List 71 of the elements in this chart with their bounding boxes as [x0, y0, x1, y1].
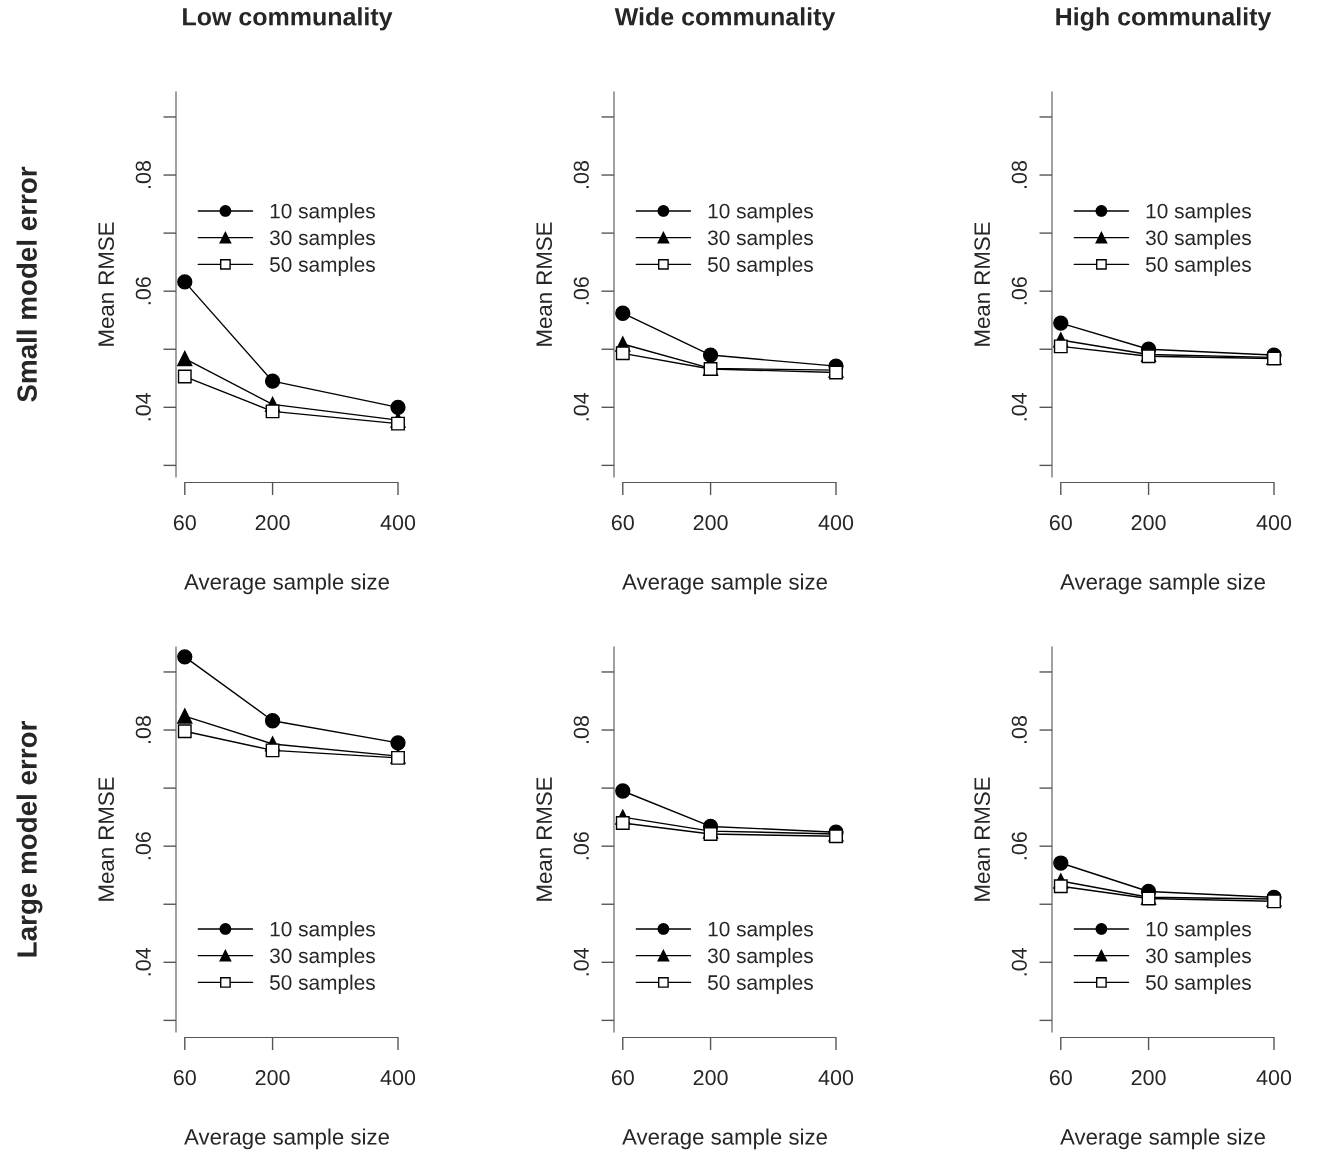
y-tick-label: .08 — [1011, 161, 1027, 189]
y-tick-label: .08 — [573, 716, 589, 744]
x-tick-label: 60 — [1049, 515, 1072, 531]
y-tick-label: .04 — [573, 947, 589, 976]
legend-label: 30 samples — [1145, 947, 1251, 968]
legend-label: 30 samples — [707, 229, 813, 250]
x-axis-title: Average sample size — [622, 1128, 827, 1150]
x-axis-title: Average sample size — [1060, 573, 1265, 595]
chart-title: High communality — [1056, 7, 1272, 31]
y-tick-label: .06 — [135, 832, 151, 860]
legend-label: 50 samples — [1145, 974, 1251, 994]
legend-label: 10 samples — [1146, 921, 1251, 941]
legend-label: 30 samples — [707, 947, 813, 968]
legend-label: 30 samples — [1145, 229, 1251, 250]
x-axis-title: Average sample size — [184, 1128, 389, 1150]
y-tick-label: .06 — [573, 277, 589, 305]
x-axis-title: Average sample size — [184, 573, 389, 595]
x-tick-label: 400 — [380, 515, 416, 531]
y-tick-label: .08 — [135, 716, 151, 744]
y-axis-title: Mean RMSE — [536, 777, 553, 901]
x-tick-label: 400 — [1256, 1070, 1292, 1086]
y-tick-label: .08 — [1011, 716, 1027, 744]
y-tick-label: .08 — [135, 161, 151, 189]
x-tick-label: 60 — [611, 515, 634, 531]
text: Small model error — [16, 166, 37, 402]
chart-title: Wide communality — [614, 7, 836, 31]
y-tick-label: .06 — [1011, 277, 1027, 305]
x-tick-label: 400 — [818, 515, 854, 531]
legend-label: 30 samples — [269, 947, 375, 968]
legend-label: 50 samples — [707, 974, 813, 994]
y-tick-label: .04 — [1011, 947, 1027, 976]
y-axis-title: Mean RMSE — [974, 222, 991, 346]
y-tick-label: .06 — [135, 277, 151, 305]
y-tick-label: .04 — [573, 392, 589, 421]
legend-label: 50 samples — [707, 256, 813, 276]
legend-label: 10 samples — [270, 203, 375, 223]
x-tick-label: 200 — [1131, 515, 1166, 531]
x-tick-label: 60 — [173, 1070, 196, 1086]
legend-label: 10 samples — [270, 921, 375, 941]
x-tick-label: 200 — [693, 1070, 728, 1086]
legend-label: 10 samples — [708, 921, 813, 941]
x-axis-title: Average sample size — [622, 573, 827, 595]
legend-label: 50 samples — [269, 256, 375, 276]
y-axis-title: Mean RMSE — [974, 777, 991, 901]
x-tick-label: 200 — [255, 1070, 290, 1086]
y-tick-label: .06 — [1011, 832, 1027, 860]
y-tick-label: .04 — [1011, 392, 1027, 421]
y-tick-label: .04 — [135, 392, 151, 421]
x-tick-label: 400 — [1256, 515, 1292, 531]
text: Large model error — [16, 721, 43, 957]
legend-label: 30 samples — [269, 229, 375, 250]
y-tick-label: .04 — [135, 947, 151, 976]
y-axis-title: Mean RMSE — [98, 777, 115, 901]
legend-label: 10 samples — [1146, 203, 1251, 223]
y-tick-label: .08 — [573, 161, 589, 189]
y-axis-title: Mean RMSE — [98, 222, 115, 346]
x-tick-label: 60 — [1049, 1070, 1072, 1086]
legend-label: 50 samples — [1145, 256, 1251, 276]
chart-title: Low communality — [183, 7, 393, 31]
x-tick-label: 60 — [173, 515, 196, 531]
x-axis-title: Average sample size — [1060, 1128, 1265, 1150]
x-tick-label: 60 — [611, 1070, 634, 1086]
y-tick-label: .06 — [573, 832, 589, 860]
x-tick-label: 200 — [1131, 1070, 1166, 1086]
x-tick-label: 400 — [380, 1070, 416, 1086]
x-tick-label: 400 — [818, 1070, 854, 1086]
legend-label: 50 samples — [269, 974, 375, 994]
x-tick-label: 200 — [255, 515, 290, 531]
y-axis-title: Mean RMSE — [536, 222, 553, 346]
legend-label: 10 samples — [708, 203, 813, 223]
x-tick-label: 200 — [693, 515, 728, 531]
